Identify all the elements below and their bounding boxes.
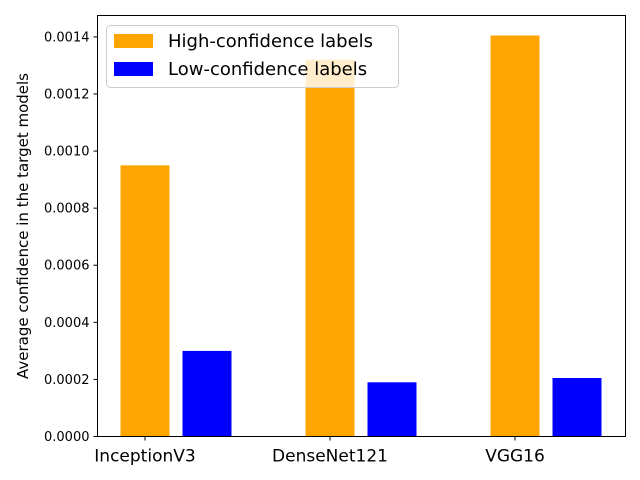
bar-low-densenet121 bbox=[367, 382, 417, 437]
y-tick-label: 0.0002 bbox=[44, 373, 90, 388]
y-tick-label: 0.0000 bbox=[44, 430, 90, 445]
y-tick-label: 0.0004 bbox=[44, 316, 90, 331]
y-axis: 0.0000 0.0002 0.0004 0.0006 0.0008 0.0010 0.00… bbox=[44, 30, 98, 445]
legend-swatch-high-confidence bbox=[114, 34, 153, 48]
legend: High-confidence labels Low-confidence la… bbox=[106, 25, 399, 88]
bar-low-vgg16 bbox=[552, 378, 602, 437]
bar-high-vgg16 bbox=[490, 35, 540, 437]
legend-label-high-confidence: High-confidence labels bbox=[168, 31, 373, 52]
y-tick-label: 0.0006 bbox=[44, 259, 90, 274]
legend-swatch-low-confidence bbox=[114, 62, 153, 76]
y-tick-label: 0.0014 bbox=[44, 30, 90, 45]
x-axis: InceptionV3 DenseNet121 VGG16 bbox=[94, 436, 545, 467]
x-tick-label: DenseNet121 bbox=[272, 447, 388, 467]
legend-label-low-confidence: Low-confidence labels bbox=[168, 59, 367, 80]
x-tick-label: InceptionV3 bbox=[94, 447, 195, 467]
y-tick-label: 0.0010 bbox=[44, 145, 90, 160]
bar-high-inceptionv3 bbox=[120, 165, 170, 437]
axes-frame bbox=[97, 15, 626, 437]
x-tick-label: VGG16 bbox=[485, 447, 545, 467]
legend-box bbox=[106, 25, 399, 88]
bar-high-densenet121 bbox=[305, 59, 355, 437]
bar-low-inceptionv3 bbox=[182, 350, 232, 437]
y-tick-label: 0.0008 bbox=[44, 202, 90, 217]
y-tick-label: 0.0012 bbox=[44, 87, 90, 102]
bars-layer bbox=[120, 35, 602, 437]
y-axis-title: Average confidence in the target models bbox=[14, 73, 32, 379]
